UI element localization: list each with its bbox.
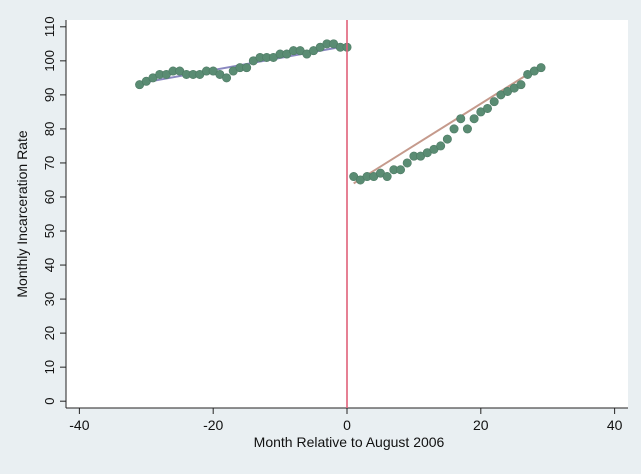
y-tick-label: 110	[42, 16, 57, 37]
x-tick-label: 20	[473, 417, 489, 433]
data-point	[462, 124, 472, 134]
y-tick-label: 20	[42, 326, 57, 340]
x-tick-label: -20	[203, 417, 223, 433]
x-tick-label: -40	[69, 417, 89, 433]
data-point	[482, 103, 492, 113]
data-point	[396, 165, 406, 175]
data-point	[242, 63, 252, 73]
y-tick-label: 80	[42, 122, 57, 136]
data-point	[442, 134, 452, 144]
x-tick-label: 40	[607, 417, 623, 433]
y-tick-label: 10	[42, 360, 57, 374]
y-axis-label: Monthly Incarceration Rate	[14, 130, 30, 298]
data-point	[402, 158, 412, 168]
data-point	[489, 97, 499, 107]
y-axis: 0 10 20 30 40 50 60 70 80 90 100 110	[42, 16, 67, 408]
y-tick-label: 70	[42, 156, 57, 170]
y-tick-label: 30	[42, 292, 57, 306]
y-tick-label: 90	[42, 88, 57, 102]
data-points	[135, 39, 546, 185]
y-tick-label: 60	[42, 190, 57, 204]
data-point	[222, 73, 232, 83]
y-tick-label: 50	[42, 224, 57, 238]
data-point	[456, 114, 466, 124]
data-point	[536, 63, 546, 73]
x-tick-label: 0	[343, 417, 351, 433]
y-tick-label: 100	[42, 50, 57, 72]
fit-line	[353, 65, 542, 185]
data-point	[516, 80, 526, 90]
data-point	[382, 172, 392, 182]
y-tick-label: 0	[42, 398, 57, 405]
y-tick-label: 40	[42, 258, 57, 272]
data-point	[436, 141, 446, 151]
data-point	[469, 114, 479, 124]
data-point	[449, 124, 459, 134]
x-axis-label: Month Relative to August 2006	[254, 434, 445, 450]
